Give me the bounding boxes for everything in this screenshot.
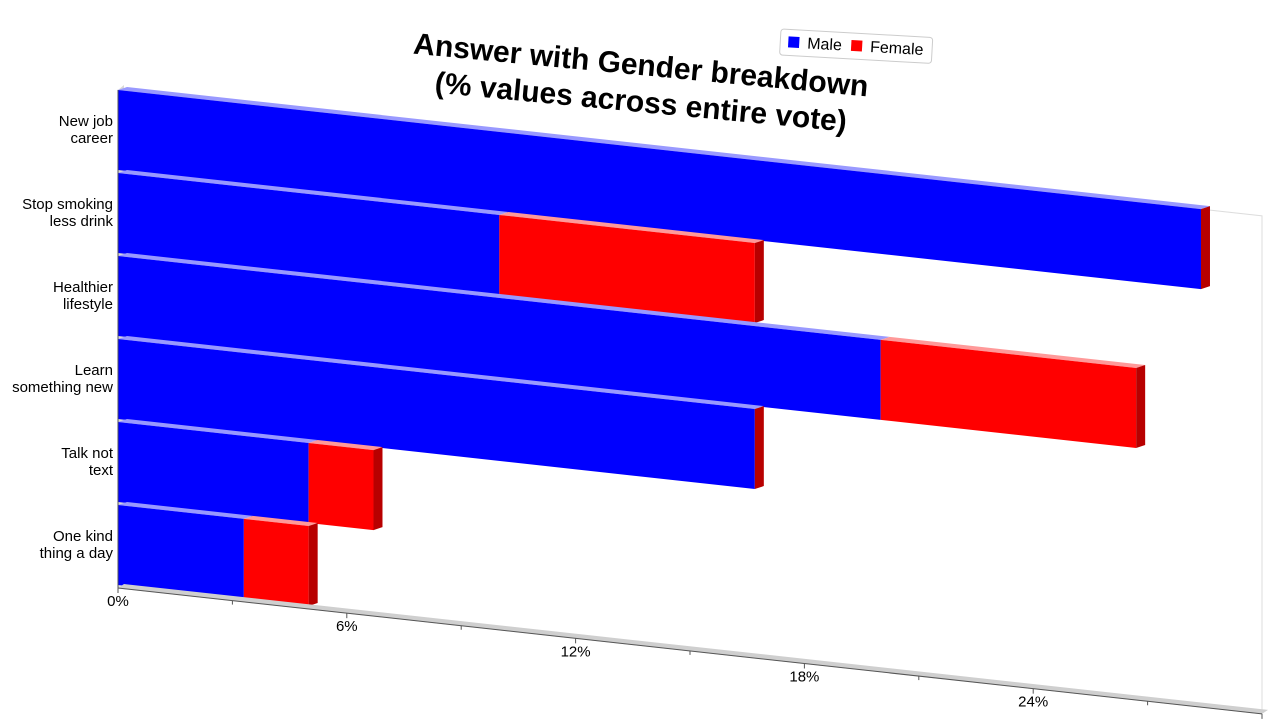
x-axis-floor <box>118 584 1268 714</box>
legend-label-male: Male <box>807 35 843 54</box>
category-label-0: New job career <box>59 113 113 147</box>
bar-2-male-top <box>118 253 890 340</box>
x-tick-label-5: 30% <box>1247 719 1277 720</box>
bar-0-male-top <box>118 87 1210 210</box>
bar-0-end-cap <box>1200 206 1210 290</box>
bar-2-male <box>118 256 881 420</box>
bar-3-end-cap <box>754 406 764 490</box>
category-label-1: Stop smoking less drink <box>22 196 113 230</box>
bar-5-female <box>243 518 309 606</box>
x-tick-label-4: 24% <box>1018 694 1048 711</box>
bar-1-female <box>499 214 755 324</box>
bar-5-female-top <box>243 515 318 526</box>
bar-3-male-top <box>118 336 764 410</box>
bar-4-male-top <box>118 419 318 443</box>
x-tick-label-1: 6% <box>336 618 358 635</box>
x-tick-label-2: 12% <box>561 643 591 660</box>
legend-label-female: Female <box>870 39 924 59</box>
bar-4-male <box>118 422 309 523</box>
legend-swatch-male <box>787 36 800 49</box>
bar-5-male <box>118 505 244 599</box>
bars-layer <box>118 87 1210 606</box>
bar-4-female-top <box>308 439 383 451</box>
bar-1-male <box>118 173 500 295</box>
legend: Male Female <box>779 28 934 64</box>
x-tick-label-3: 18% <box>789 669 819 686</box>
category-label-5: One kind thing a day <box>40 528 114 562</box>
legend-swatch-female <box>850 39 863 52</box>
bar-1-end-cap <box>754 240 764 324</box>
x-axis: 0% 6% 12% 18% 24% 30% <box>107 90 1277 720</box>
category-label-2: Healthier lifestyle <box>53 279 113 313</box>
x-tick-label-0: 0% <box>107 593 129 610</box>
category-label-4: Talk not text <box>61 445 114 479</box>
bar-4-end-cap <box>373 447 383 531</box>
bar-2-female-top <box>880 336 1146 368</box>
bar-1-male-top <box>118 170 509 215</box>
bar-3-male <box>118 339 755 490</box>
bar-2-female <box>880 339 1137 448</box>
bar-2-end-cap <box>1136 364 1146 448</box>
bar-1-female-top <box>499 211 764 244</box>
bar-5-male-top <box>118 502 253 519</box>
bar-5-end-cap <box>308 522 318 606</box>
y-axis-category-labels: New job career Stop smoking less drink Healt… <box>12 113 114 562</box>
bar-0-male <box>118 90 1201 290</box>
category-label-3: Learn something new <box>12 362 113 396</box>
bar-4-female <box>308 442 374 531</box>
